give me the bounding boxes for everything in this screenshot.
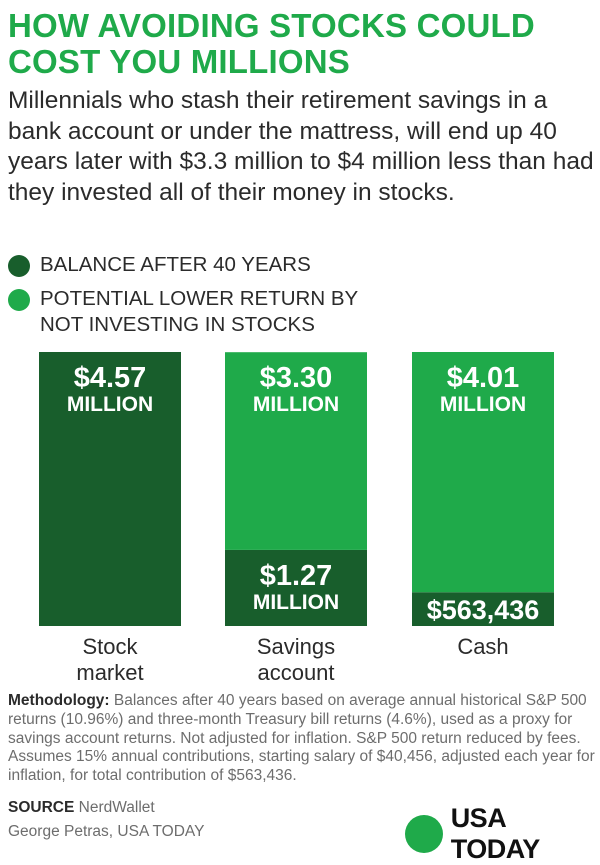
category-label-savings-account-line-2: account <box>257 660 334 685</box>
bar-chart: $4.57MILLIONStockmarket$1.27MILLION$3.30… <box>39 352 554 685</box>
legend-swatch-lower-return <box>8 289 30 311</box>
methodology-label: Methodology: <box>8 692 110 709</box>
legend-label-lower-return: POTENTIAL LOWER RETURN BY NOT INVESTING … <box>40 287 358 336</box>
chart-title: HOW AVOIDING STOCKS COULD COST YOU MILLI… <box>8 7 535 80</box>
category-label-savings-account-line-1: Savings <box>257 634 335 659</box>
source-text: NerdWallet <box>78 799 155 816</box>
data-label-savings-account-series-1: $1.27 <box>260 560 333 592</box>
bar-cash-series-2 <box>412 352 554 593</box>
bar-savings-account-series-2 <box>225 352 367 550</box>
data-label-savings-account-series-2: $3.30 <box>260 362 333 394</box>
bar-savings-account-series-1 <box>225 549 367 626</box>
bar-cash-series-1 <box>412 592 554 626</box>
category-label-stock-market-line-1: Stock <box>82 634 138 659</box>
data-label-stock-market-series-1: $4.57 <box>74 362 147 394</box>
category-label-stock-market-line-2: market <box>76 660 143 685</box>
legend-item-balance: BALANCE AFTER 40 YEARS <box>8 252 340 278</box>
data-label-unit-cash-series-2: MILLION <box>440 393 526 416</box>
usa-today-logo: USA TODAY <box>405 803 600 865</box>
legend-swatch-balance <box>8 255 30 277</box>
chart-subtitle: Millennials who stash their retirement s… <box>8 87 594 206</box>
usa-today-logo-text: USA TODAY <box>450 803 541 864</box>
usa-today-logo-dot <box>405 815 443 853</box>
category-label-cash-line-1: Cash <box>457 634 508 659</box>
credit-line: George Petras, USA TODAY <box>8 823 205 840</box>
data-label-cash-series-1: $563,436 <box>427 595 540 625</box>
methodology-text: Balances after 40 years based on average… <box>8 692 595 785</box>
data-label-cash-series-2: $4.01 <box>447 362 520 394</box>
source-line: SOURCE NerdWallet <box>8 798 155 817</box>
legend-item-lower-return: POTENTIAL LOWER RETURN BY NOT INVESTING … <box>8 286 380 338</box>
bar-stock-market-series-1 <box>39 352 181 626</box>
data-label-unit-savings-account-series-2: MILLION <box>253 393 339 416</box>
legend-label-balance: BALANCE AFTER 40 YEARS <box>40 253 311 276</box>
data-label-unit-savings-account-series-1: MILLION <box>253 591 339 614</box>
data-label-unit-stock-market-series-1: MILLION <box>67 393 153 416</box>
methodology-note: Methodology: Balances after 40 years bas… <box>8 692 596 786</box>
source-label: SOURCE <box>8 799 75 816</box>
